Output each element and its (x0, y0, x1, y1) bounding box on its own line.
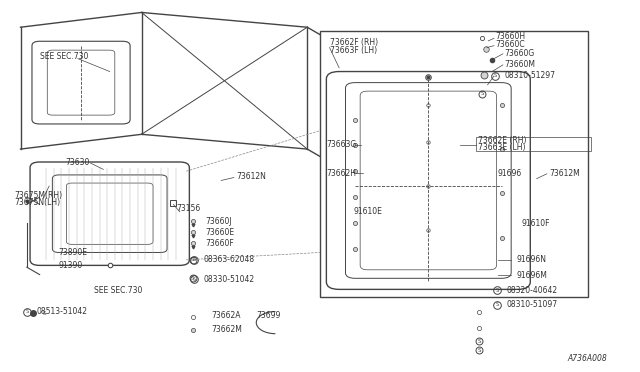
Text: S: S (481, 91, 484, 96)
Text: S: S (192, 257, 195, 262)
Text: S: S (495, 288, 499, 293)
Text: 08363-62048: 08363-62048 (204, 255, 255, 264)
Text: 73675N(LH): 73675N(LH) (14, 198, 60, 207)
Text: S: S (192, 276, 195, 282)
Text: 73660H: 73660H (495, 32, 525, 41)
Text: 91696M: 91696M (516, 271, 547, 280)
Text: 73612N: 73612N (236, 172, 266, 181)
Text: 73675M(RH): 73675M(RH) (14, 191, 62, 200)
Bar (320, 31, 588, 297)
Text: 73663E (LH): 73663E (LH) (478, 143, 525, 152)
Text: 73660E: 73660E (205, 228, 234, 237)
Text: S: S (191, 276, 195, 281)
Text: S: S (477, 348, 481, 353)
Text: 73660M: 73660M (505, 60, 536, 70)
Text: S: S (493, 74, 497, 78)
Text: 73660C: 73660C (495, 41, 525, 49)
Text: 73612M: 73612M (549, 169, 580, 177)
Text: S: S (477, 339, 481, 344)
Text: 91696N: 91696N (516, 255, 547, 264)
Text: 73699: 73699 (256, 311, 281, 320)
Text: S: S (26, 309, 28, 314)
Text: 73662M: 73662M (212, 325, 243, 334)
Text: 08310-51297: 08310-51297 (505, 71, 556, 80)
Text: 73156: 73156 (177, 203, 201, 213)
Text: 73890E: 73890E (59, 248, 88, 257)
Text: 73660G: 73660G (505, 49, 535, 58)
Text: 73662H: 73662H (326, 169, 356, 177)
Text: 08310-51097: 08310-51097 (507, 300, 558, 310)
Text: S: S (191, 257, 195, 262)
Text: 91610F: 91610F (522, 219, 550, 228)
Text: SEE SEC.730: SEE SEC.730 (40, 52, 88, 61)
Text: S: S (495, 302, 499, 307)
Text: A736A008: A736A008 (567, 354, 607, 363)
Text: S: S (43, 311, 46, 316)
Text: 73662E (RH): 73662E (RH) (478, 137, 527, 145)
Text: 73660F: 73660F (205, 239, 234, 248)
Text: 73662A: 73662A (212, 311, 241, 320)
Text: 73662F (RH): 73662F (RH) (330, 38, 378, 47)
Text: 73663G: 73663G (326, 140, 356, 149)
Text: 73663F (LH): 73663F (LH) (330, 46, 377, 55)
Text: SEE SEC.730: SEE SEC.730 (94, 286, 142, 295)
Text: 91696: 91696 (497, 169, 522, 177)
Bar (476, 137, 591, 151)
Text: 73660J: 73660J (205, 217, 232, 225)
Text: 91610E: 91610E (354, 206, 383, 216)
Text: 73630: 73630 (65, 157, 90, 167)
Text: 08320-40642: 08320-40642 (507, 286, 558, 295)
Text: 08513-51042: 08513-51042 (36, 307, 88, 316)
Text: 91390: 91390 (59, 261, 83, 270)
Text: 08330-51042: 08330-51042 (204, 275, 255, 283)
